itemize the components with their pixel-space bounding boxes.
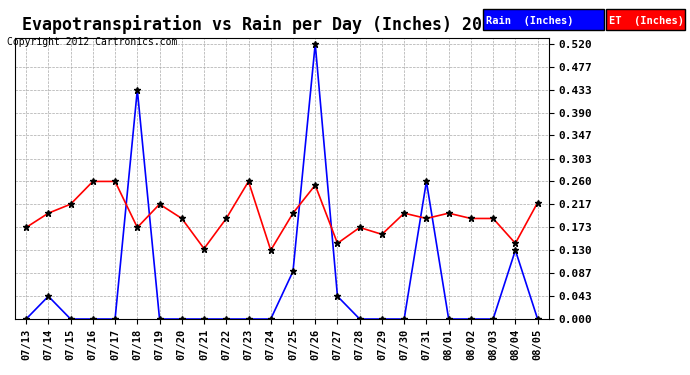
Text: ET  (Inches): ET (Inches) (609, 16, 684, 26)
Text: Rain  (Inches): Rain (Inches) (486, 16, 574, 26)
Title: Evapotranspiration vs Rain per Day (Inches) 20120806: Evapotranspiration vs Rain per Day (Inch… (22, 15, 542, 34)
Text: Copyright 2012 Cartronics.com: Copyright 2012 Cartronics.com (7, 37, 177, 47)
